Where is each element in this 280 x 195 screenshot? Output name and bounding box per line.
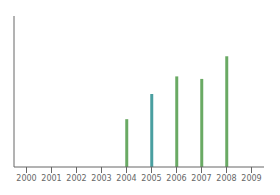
svg-text:2007: 2007 [191,174,211,183]
svg-text:2000: 2000 [16,174,36,183]
svg-text:2002: 2002 [66,174,86,183]
svg-text:2001: 2001 [41,174,61,183]
svg-text:2005: 2005 [141,174,161,183]
svg-text:2009: 2009 [241,174,261,183]
svg-text:2006: 2006 [166,174,186,183]
svg-text:2004: 2004 [116,174,136,183]
svg-text:2003: 2003 [91,174,111,183]
svg-text:2008: 2008 [216,174,236,183]
